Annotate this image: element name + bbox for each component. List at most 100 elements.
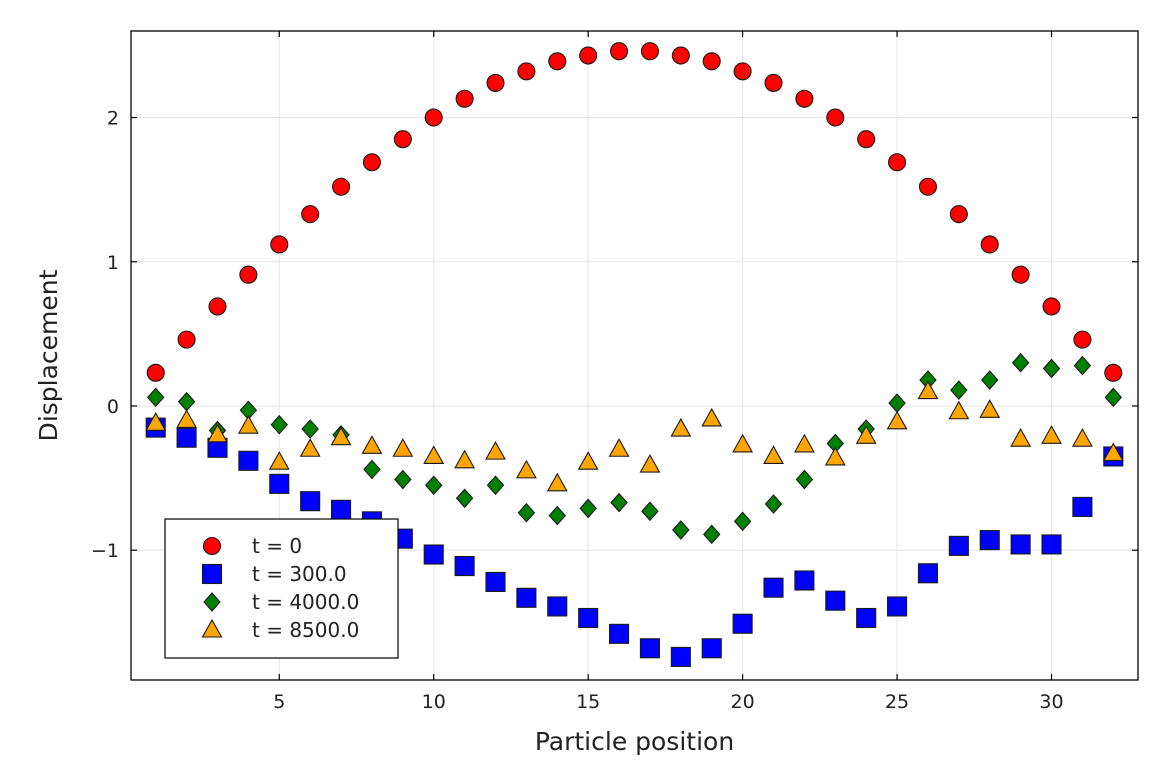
data-point [670, 417, 692, 437]
data-point [208, 297, 227, 316]
data-point [485, 441, 506, 460]
data-point [610, 492, 628, 513]
legend-label: t = 0 [252, 534, 302, 558]
legend-label: t = 300.0 [252, 562, 347, 586]
data-point [856, 607, 877, 629]
data-point [330, 426, 352, 446]
data-point [1042, 297, 1061, 316]
data-point [949, 205, 968, 224]
data-point [670, 646, 691, 667]
legend-item: t = 8500.0 [201, 618, 359, 642]
y-tick-label: 0 [107, 396, 119, 418]
legend-item: t = 300.0 [201, 562, 347, 586]
legend-marker [202, 536, 222, 556]
data-point [424, 475, 443, 496]
data-point [1072, 496, 1093, 517]
y-axis-label: Displacement [34, 269, 63, 441]
data-point [547, 596, 568, 617]
x-tick-label: 25 [885, 691, 909, 713]
data-point [917, 380, 939, 400]
data-point [331, 177, 351, 196]
data-point [824, 446, 846, 466]
data-point [268, 451, 290, 470]
data-point [793, 433, 815, 453]
data-point [639, 453, 661, 473]
data-point [1010, 428, 1032, 447]
data-point [207, 423, 228, 443]
series-square [145, 417, 1124, 667]
data-point [917, 563, 939, 584]
data-point [1073, 355, 1092, 376]
data-point [1042, 358, 1061, 379]
data-point [424, 108, 443, 127]
data-point [579, 46, 598, 65]
data-point [672, 520, 690, 540]
data-point [610, 42, 629, 61]
data-point [795, 469, 814, 490]
data-point [301, 205, 320, 224]
data-point [176, 427, 197, 448]
legend-label: t = 4000.0 [252, 590, 359, 614]
data-point [641, 501, 659, 522]
data-point [393, 130, 412, 149]
data-point [701, 638, 722, 659]
data-point [1071, 428, 1093, 447]
series-triangle [145, 380, 1124, 492]
data-point [855, 425, 877, 444]
data-point [1011, 352, 1030, 373]
series-circle [146, 42, 1123, 382]
axis-ticks: 5 10 15 20 25 30 −1 0 1 2 [91, 31, 1138, 713]
plot-frame [130, 30, 1139, 681]
data-point [577, 451, 599, 470]
data-point [979, 399, 1001, 418]
data-point [701, 407, 723, 427]
data-point [1041, 534, 1062, 555]
series-diamond [146, 352, 1123, 545]
data-point [1104, 387, 1123, 408]
data-point [301, 419, 319, 439]
data-point [888, 153, 907, 172]
legend-marker [203, 592, 221, 612]
data-point [146, 363, 165, 382]
data-point [702, 52, 721, 71]
data-point [826, 108, 845, 127]
data-point [454, 556, 475, 577]
data-point [980, 370, 999, 390]
data-point [394, 469, 412, 490]
data-point [361, 435, 383, 454]
x-axis-label: Particle position [535, 727, 734, 756]
x-tick-label: 30 [1039, 691, 1063, 713]
data-point [579, 498, 597, 519]
plot-series [145, 42, 1124, 667]
data-point [177, 330, 196, 349]
data-point [1073, 330, 1092, 349]
legend-label: t = 8500.0 [252, 618, 359, 642]
data-point [795, 89, 814, 108]
legend: t = 0 t = 300.0 t = 4000.0 t = 8500.0 [164, 518, 399, 659]
data-point [733, 62, 752, 81]
data-point [794, 570, 815, 591]
data-point [548, 505, 567, 526]
data-point [516, 587, 537, 608]
data-point [608, 438, 630, 457]
data-point [145, 412, 167, 431]
data-point [486, 73, 505, 92]
data-point [237, 415, 259, 434]
data-point [918, 177, 938, 196]
data-point [887, 596, 908, 617]
data-point [764, 494, 783, 514]
data-point [825, 590, 846, 611]
data-point [238, 450, 259, 471]
data-point [362, 153, 381, 172]
data-point [639, 638, 660, 659]
data-point [392, 438, 414, 457]
data-point [578, 607, 599, 629]
data-point [176, 409, 198, 428]
data-point [1041, 425, 1062, 444]
data-point [702, 524, 721, 545]
data-point [763, 577, 784, 598]
data-point [270, 414, 289, 435]
data-point [517, 62, 536, 81]
x-tick-label: 15 [576, 691, 600, 713]
